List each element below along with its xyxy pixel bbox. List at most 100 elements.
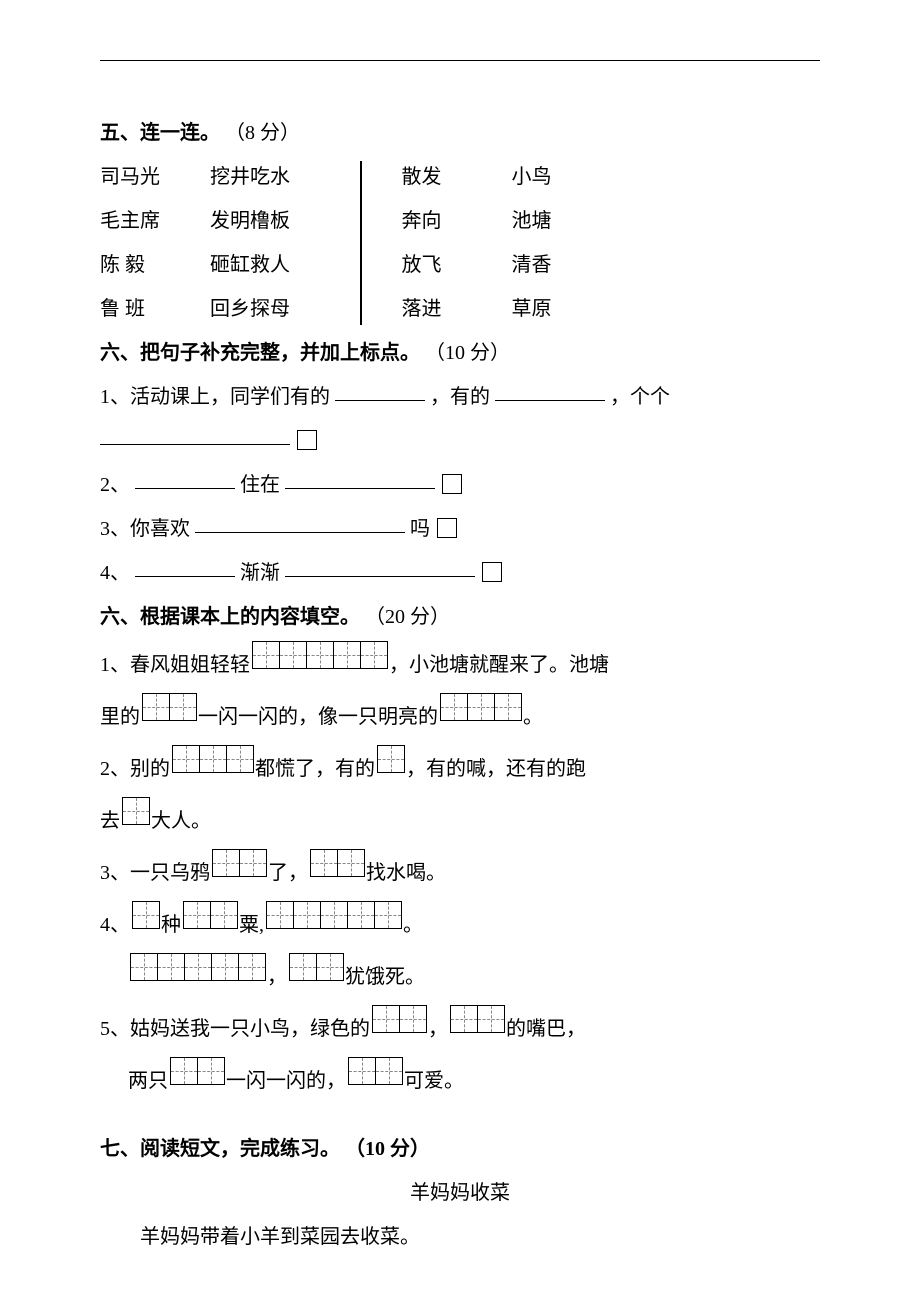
blank[interactable] <box>335 380 425 401</box>
blank[interactable] <box>135 556 235 577</box>
text: 住在 <box>240 474 280 496</box>
tianzi-blank[interactable] <box>289 949 343 1001</box>
match-cell: 鲁 班 <box>100 287 210 331</box>
section-7-heading: 七、阅读短文，完成练习。 （10 分） <box>100 1127 820 1171</box>
text: 一闪一闪的， <box>226 1055 346 1107</box>
text: 粟, <box>239 899 264 951</box>
section-6b-heading: 六、根据课本上的内容填空。 （20 分） <box>100 595 820 639</box>
text: 吗 <box>410 518 430 540</box>
text: ， <box>428 1003 448 1055</box>
s6a-q4: 4、 渐渐 <box>100 551 820 595</box>
blank[interactable] <box>495 380 605 401</box>
tianzi-blank[interactable] <box>212 845 266 897</box>
punctuation-box[interactable] <box>297 430 317 450</box>
text: 1、活动课上，同学们有的 <box>100 386 330 408</box>
text: ，个个 <box>610 386 670 408</box>
heading-text: 五、连一连。 <box>100 122 220 144</box>
match-cell: 司马光 <box>100 155 210 199</box>
tianzi-blank[interactable] <box>132 897 159 949</box>
section-5-heading: 五、连一连。 （8 分） <box>100 111 820 155</box>
tianzi-blank[interactable] <box>372 1001 426 1053</box>
tianzi-blank[interactable] <box>130 949 265 1001</box>
passage-title: 羊妈妈收菜 <box>100 1171 820 1215</box>
blank[interactable] <box>195 512 405 533</box>
spacer <box>100 1107 820 1127</box>
tianzi-blank[interactable] <box>377 741 404 793</box>
text: 羊妈妈带着小羊到菜园去收菜。 <box>140 1226 420 1248</box>
match-cell: 挖井吃水 <box>210 155 320 199</box>
heading-text: 六、根据课本上的内容填空。 <box>100 606 360 628</box>
tianzi-blank[interactable] <box>183 897 237 949</box>
match-cell: 草原 <box>512 287 592 331</box>
s6b-q1-l1: 1、春风姐姐轻轻 ，小池塘就醒来了。池塘 <box>100 639 820 691</box>
tianzi-blank[interactable] <box>266 897 401 949</box>
text: 渐渐 <box>240 562 280 584</box>
text: 大人。 <box>151 795 211 847</box>
tianzi-blank[interactable] <box>450 1001 504 1053</box>
match-cell: 发明橹板 <box>210 199 320 243</box>
text: 3、一只乌鸦 <box>100 847 210 899</box>
match-cell: 砸缸救人 <box>210 243 320 287</box>
passage-para: 羊妈妈带着小羊到菜园去收菜。 <box>100 1215 820 1259</box>
s6b-q5-l1: 5、姑妈送我一只小鸟，绿色的 ， 的嘴巴， <box>100 1003 820 1055</box>
text: ， <box>267 951 287 1003</box>
tianzi-blank[interactable] <box>142 689 196 741</box>
tianzi-blank[interactable] <box>440 689 521 741</box>
blank[interactable] <box>285 556 475 577</box>
match-cell: 清香 <box>512 243 592 287</box>
tianzi-blank[interactable] <box>348 1053 402 1105</box>
text: ，小池塘就醒来了。池塘 <box>389 639 609 691</box>
text: 4、 <box>100 899 130 951</box>
heading-text: 七、阅读短文，完成练习。 <box>100 1138 340 1160</box>
vertical-divider <box>360 161 362 325</box>
s6b-q4-l1: 4、 种 粟, 。 <box>100 899 820 951</box>
punctuation-box[interactable] <box>437 518 457 538</box>
text: 2、别的 <box>100 743 170 795</box>
blank[interactable] <box>135 468 235 489</box>
text: 去 <box>100 795 120 847</box>
text: 4、 <box>100 562 130 584</box>
s6a-q2: 2、 住在 <box>100 463 820 507</box>
text: 3、你喜欢 <box>100 518 190 540</box>
heading-points: （10 分） <box>345 1138 430 1160</box>
text: 2、 <box>100 474 130 496</box>
text: 一闪一闪的，像一只明亮的 <box>198 691 438 743</box>
tianzi-blank[interactable] <box>172 741 253 793</box>
punctuation-box[interactable] <box>482 562 502 582</box>
tianzi-blank[interactable] <box>310 845 364 897</box>
match-left-a: 司马光 毛主席 陈 毅 鲁 班 <box>100 155 210 331</box>
text: 了， <box>268 847 308 899</box>
s6a-q1-line1: 1、活动课上，同学们有的 ，有的 ，个个 <box>100 375 820 419</box>
text: 。 <box>523 691 543 743</box>
tianzi-blank[interactable] <box>170 1053 224 1105</box>
match-cell: 毛主席 <box>100 199 210 243</box>
match-cell: 奔向 <box>402 199 512 243</box>
text: 种 <box>161 899 181 951</box>
text: 的嘴巴， <box>506 1003 586 1055</box>
text: 犹饿死。 <box>345 951 425 1003</box>
punctuation-box[interactable] <box>442 474 462 494</box>
match-cell: 陈 毅 <box>100 243 210 287</box>
tianzi-blank[interactable] <box>122 793 149 845</box>
text: 都慌了，有的 <box>255 743 375 795</box>
blank[interactable] <box>100 424 290 445</box>
s6a-q3: 3、你喜欢 吗 <box>100 507 820 551</box>
blank[interactable] <box>285 468 435 489</box>
heading-text: 六、把句子补充完整，并加上标点。 <box>100 342 420 364</box>
s6b-q2-l2: 去 大人。 <box>100 795 820 847</box>
heading-points: （20 分） <box>365 606 450 628</box>
s6b-q1-l2: 里的 一闪一闪的，像一只明亮的 。 <box>100 691 820 743</box>
match-left-b: 挖井吃水 发明橹板 砸缸救人 回乡探母 <box>210 155 320 331</box>
s6b-q2-l1: 2、别的 都慌了，有的 ，有的喊，还有的跑 <box>100 743 820 795</box>
matching-exercise: 司马光 毛主席 陈 毅 鲁 班 挖井吃水 发明橹板 砸缸救人 回乡探母 散发 奔… <box>100 155 820 331</box>
s6a-q1-line2 <box>100 419 820 463</box>
match-cell: 池塘 <box>512 199 592 243</box>
match-cell: 回乡探母 <box>210 287 320 331</box>
match-cell: 小鸟 <box>512 155 592 199</box>
match-right-a: 散发 奔向 放飞 落进 <box>402 155 512 331</box>
match-cell: 散发 <box>402 155 512 199</box>
text: ，有的 <box>430 386 490 408</box>
s6b-q5-l2: 两只 一闪一闪的， 可爱。 <box>100 1055 820 1107</box>
tianzi-blank[interactable] <box>252 637 387 689</box>
text: 两只 <box>128 1055 168 1107</box>
